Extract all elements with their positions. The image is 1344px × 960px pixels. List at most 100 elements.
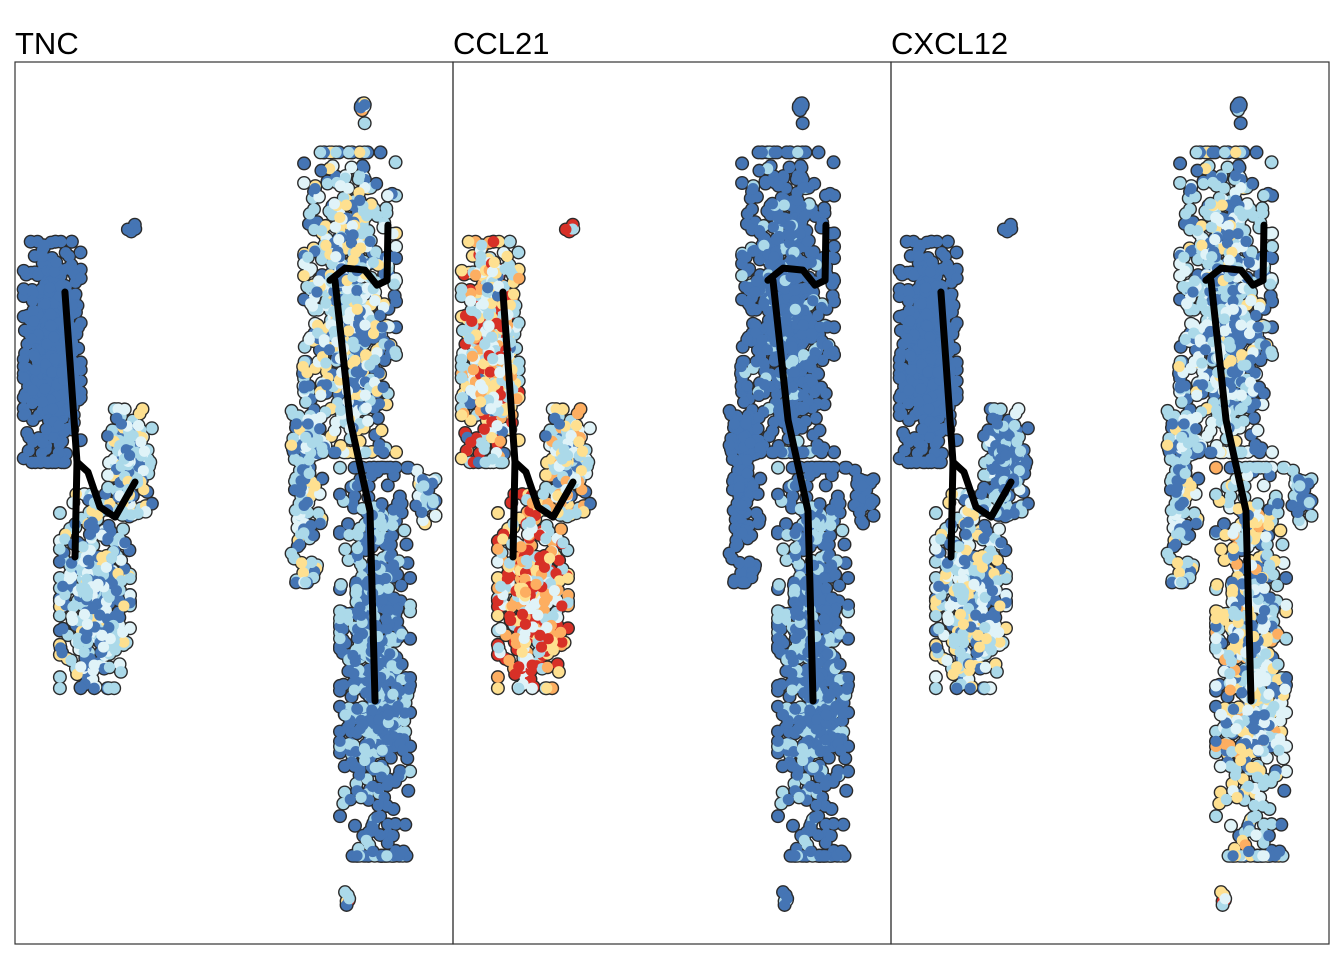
cell-point <box>339 709 352 721</box>
cell-point <box>390 446 402 458</box>
cell-point <box>380 202 392 214</box>
cell-point <box>392 700 404 712</box>
cell-point <box>118 600 130 612</box>
cell-point <box>382 479 394 492</box>
cell-point <box>355 791 367 804</box>
cell-point <box>27 436 39 448</box>
cell-point <box>134 408 146 420</box>
cell-point <box>303 454 315 466</box>
cell-point <box>391 569 403 581</box>
cell-point <box>387 519 399 531</box>
cell-point <box>366 780 379 792</box>
cell-point <box>88 659 100 671</box>
cell-point <box>344 793 356 806</box>
cell-point <box>123 449 136 462</box>
cell-point <box>395 579 407 591</box>
cell-point <box>315 389 327 401</box>
cell-point <box>290 418 303 430</box>
cell-point <box>349 820 361 832</box>
cell-point <box>387 559 400 571</box>
cell-point <box>372 412 384 424</box>
cell-point <box>384 462 397 474</box>
cell-point <box>345 161 358 174</box>
cell-point <box>18 452 30 464</box>
cell-point <box>354 170 366 182</box>
cell-point <box>74 246 87 259</box>
cell-point <box>384 648 396 660</box>
cell-point <box>117 523 129 535</box>
cell-point <box>59 456 71 468</box>
points-fill-layer <box>18 97 442 911</box>
cell-point <box>389 156 402 168</box>
cell-point <box>359 117 371 129</box>
cell-point <box>67 614 79 626</box>
cell-point <box>28 350 41 362</box>
cell-point <box>396 658 408 671</box>
cell-point <box>54 642 67 654</box>
cell-point <box>404 633 416 645</box>
cell-point <box>390 241 402 253</box>
cell-point <box>401 462 413 474</box>
cell-point <box>285 405 298 417</box>
cell-point <box>50 236 62 248</box>
cell-point <box>334 735 346 747</box>
cell-point <box>360 687 372 699</box>
cell-point <box>54 507 66 519</box>
cell-point <box>61 263 73 275</box>
cell-point <box>339 543 351 555</box>
cell-point <box>28 315 40 327</box>
cell-point <box>393 770 405 782</box>
cell-point <box>348 684 360 696</box>
cell-point <box>374 810 386 822</box>
cell-point <box>387 803 400 815</box>
cell-point <box>25 236 37 248</box>
cell-point <box>285 439 298 451</box>
cell-point <box>103 682 115 694</box>
cell-point <box>334 211 346 224</box>
cell-point <box>429 510 442 522</box>
cell-point <box>32 269 44 281</box>
cell-point <box>314 423 326 435</box>
cell-point <box>75 272 87 284</box>
cell-point <box>68 600 80 612</box>
cell-point <box>334 680 346 692</box>
cell-point <box>353 769 366 781</box>
cell-point <box>293 538 306 550</box>
cell-point <box>27 384 39 396</box>
cell-point <box>298 499 310 512</box>
cell-point <box>334 810 346 822</box>
cell-point <box>103 520 115 532</box>
cell-point <box>367 256 379 269</box>
cell-point <box>396 498 408 510</box>
cell-point <box>416 506 428 518</box>
cell-point <box>374 462 386 474</box>
cell-point <box>335 579 347 591</box>
plot-area <box>14 61 454 945</box>
cell-point <box>146 422 158 434</box>
cell-point <box>367 845 379 858</box>
cell-point <box>328 198 340 210</box>
cell-point <box>384 531 396 543</box>
cell-point <box>311 286 323 298</box>
cell-point <box>75 682 87 694</box>
cell-point <box>328 425 341 437</box>
cell-point <box>303 380 315 392</box>
cell-point <box>298 177 310 189</box>
cell-point <box>315 411 327 424</box>
cell-point <box>315 224 328 237</box>
cell-point <box>404 572 416 584</box>
cell-point <box>390 295 402 308</box>
cell-point <box>340 199 352 211</box>
cell-point <box>115 554 127 566</box>
cell-point <box>54 671 66 683</box>
cell-point <box>298 157 310 170</box>
cell-point <box>343 146 355 159</box>
cell-point <box>397 845 410 858</box>
cell-point <box>351 850 363 862</box>
cell-point <box>382 189 394 202</box>
cell-point <box>132 419 145 432</box>
cell-point <box>354 146 366 159</box>
cell-point <box>314 146 327 159</box>
cell-point <box>57 623 69 635</box>
